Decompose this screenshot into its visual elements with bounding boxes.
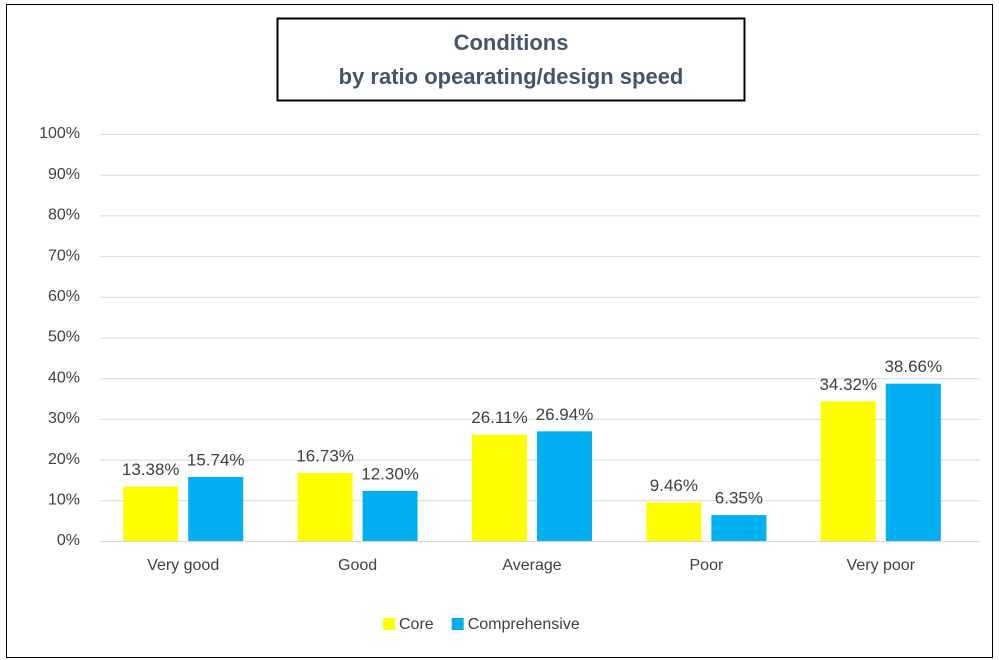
bar [711, 515, 767, 541]
chart-border [6, 4, 993, 658]
bar [885, 383, 941, 541]
y-tick-label: 20% [48, 451, 80, 468]
legend-swatch [451, 618, 464, 630]
legend-swatch [383, 618, 395, 630]
value-label: 26.94% [536, 405, 594, 424]
x-tick-label: Poor [690, 557, 724, 574]
bar [297, 472, 353, 541]
bar [362, 490, 418, 541]
y-tick-label: 80% [48, 207, 80, 224]
x-tick-label: Very good [147, 557, 219, 574]
chart-title: by ratio opearating/design speed [339, 64, 684, 89]
value-label: 12.30% [361, 464, 419, 483]
y-tick-label: 60% [48, 288, 80, 305]
bar [820, 401, 876, 541]
x-tick-label: Average [502, 557, 561, 574]
y-tick-label: 90% [48, 166, 80, 183]
chart-title: Conditions [454, 30, 569, 55]
y-tick-label: 40% [48, 369, 80, 386]
bar [537, 431, 592, 541]
legend-label: Comprehensive [468, 616, 580, 633]
value-label: 9.46% [650, 476, 698, 495]
y-tick-label: 70% [48, 247, 80, 264]
value-label: 13.38% [122, 460, 180, 479]
title-box [276, 17, 746, 102]
y-tick-label: 100% [39, 125, 80, 142]
y-tick-label: 10% [48, 492, 80, 509]
value-label: 34.32% [819, 375, 877, 394]
value-label: 26.11% [471, 408, 527, 427]
value-label: 16.73% [296, 446, 354, 465]
bar [646, 502, 702, 541]
y-tick-label: 0% [57, 532, 80, 549]
value-label: 6.35% [715, 489, 763, 508]
y-tick-label: 50% [48, 329, 80, 346]
x-tick-label: Good [338, 557, 377, 574]
x-tick-label: Very poor [847, 557, 916, 574]
bar [123, 486, 179, 541]
bar [188, 476, 244, 541]
y-tick-label: 30% [48, 410, 80, 427]
value-label: 15.74% [187, 450, 245, 469]
legend-label: Core [399, 616, 434, 633]
value-label: 38.66% [884, 357, 942, 376]
bar [472, 434, 527, 541]
